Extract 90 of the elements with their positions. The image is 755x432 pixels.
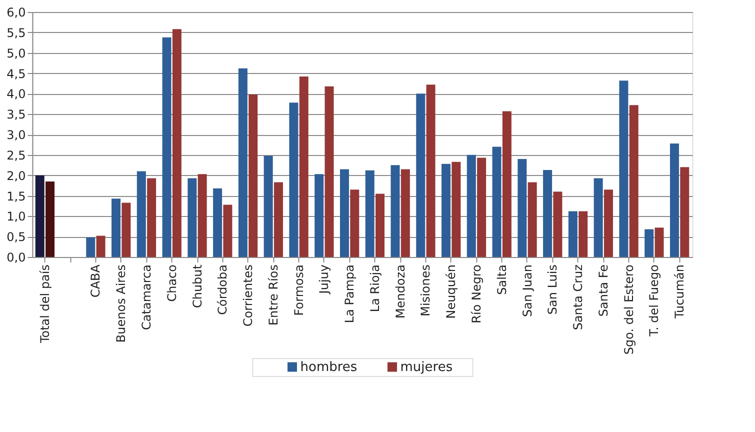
x-tick-label: Chubut [190, 264, 204, 308]
y-tick-label: 4,0 [6, 87, 26, 102]
bar [122, 202, 131, 257]
x-tick-label: Total del país [38, 264, 52, 344]
bar [578, 211, 588, 257]
x-tick-label: Corrientes [241, 264, 256, 327]
bar [289, 102, 298, 257]
x-tick-label: Catamarca [139, 264, 154, 330]
y-tick-label: 2,0 [6, 168, 26, 183]
bar [376, 194, 385, 257]
x-tick-label: Buenos Aires [114, 264, 128, 343]
bar [365, 170, 374, 257]
bar [223, 204, 232, 257]
bar [238, 68, 248, 257]
x-tick-label: San Luis [546, 264, 560, 315]
bar [654, 228, 664, 257]
x-tick-label: Chaco [164, 264, 179, 302]
bar [442, 164, 451, 257]
bar [172, 29, 182, 257]
bar [644, 229, 654, 257]
x-tick-label: Mendoza [393, 264, 408, 318]
x-tick-label: Tucumán [672, 264, 687, 320]
bar [213, 188, 222, 257]
x-tick-label: Santa Cruz [571, 264, 586, 330]
y-tick-label: 3,0 [6, 128, 26, 142]
bar [314, 174, 324, 257]
bar [248, 94, 258, 257]
bar [528, 182, 537, 257]
bar [188, 178, 197, 257]
bar [629, 105, 638, 257]
bar [477, 158, 486, 257]
x-tick-label: Río Negro [469, 264, 484, 324]
bar [619, 80, 628, 257]
bar [46, 181, 55, 257]
bar [147, 178, 156, 257]
bar [35, 175, 44, 257]
bar [198, 174, 207, 257]
bar [136, 171, 146, 257]
y-tick-label: 5,5 [6, 26, 26, 40]
y-tick-label: 0,5 [6, 230, 26, 244]
bar [274, 182, 283, 257]
legend-label: mujeres [400, 360, 453, 375]
x-tick-label: Córdoba [216, 264, 230, 315]
bar [452, 162, 461, 257]
bar [518, 159, 527, 257]
bar [112, 198, 121, 257]
bar [96, 236, 106, 257]
bar [553, 192, 562, 257]
x-tick-label: Entre Ríos [266, 264, 280, 326]
bar [604, 190, 613, 257]
legend-label: hombres [300, 360, 358, 375]
bar [502, 111, 512, 257]
bar [299, 76, 308, 257]
x-tick-label: Salta [494, 264, 509, 295]
x-tick-label: CABA [88, 264, 103, 298]
y-tick-label: 1,5 [6, 189, 26, 204]
x-tick-label: Formosa [292, 264, 306, 316]
y-tick-label: 0,0 [6, 250, 26, 264]
y-tick-label: 3,5 [6, 108, 26, 122]
y-tick-label: 1,0 [6, 210, 26, 224]
bar [543, 170, 552, 257]
x-tick-label: La Pampa [342, 264, 357, 324]
bar [264, 156, 273, 257]
y-tick-label: 2,5 [6, 148, 26, 162]
x-tick-label: Sgo. del Estero [622, 264, 636, 355]
bar [416, 94, 426, 257]
bar [594, 178, 603, 257]
x-tick-label: Misiones [418, 264, 433, 316]
bar [680, 167, 690, 257]
bar [350, 190, 360, 257]
x-tick-label: T. del Fuego [647, 264, 662, 338]
x-tick-label: La Rioja [368, 264, 382, 312]
bar [86, 237, 96, 257]
x-tick-label: Santa Fe [596, 264, 610, 317]
bar [324, 86, 334, 257]
bar [466, 154, 476, 257]
bar [340, 169, 349, 257]
bar [390, 165, 400, 257]
x-tick-label: Jujuy [317, 264, 332, 295]
x-tick-label: San Juan [520, 264, 534, 317]
bar [492, 146, 502, 257]
bar [426, 84, 436, 257]
y-tick-label: 6,0 [6, 6, 26, 20]
x-tick-label: Neuquén [444, 264, 458, 319]
bar [162, 37, 172, 257]
bar [670, 143, 679, 257]
bar [400, 169, 410, 257]
bar [568, 211, 578, 257]
y-tick-label: 5,0 [6, 46, 26, 60]
y-tick-label: 4,5 [6, 66, 26, 81]
